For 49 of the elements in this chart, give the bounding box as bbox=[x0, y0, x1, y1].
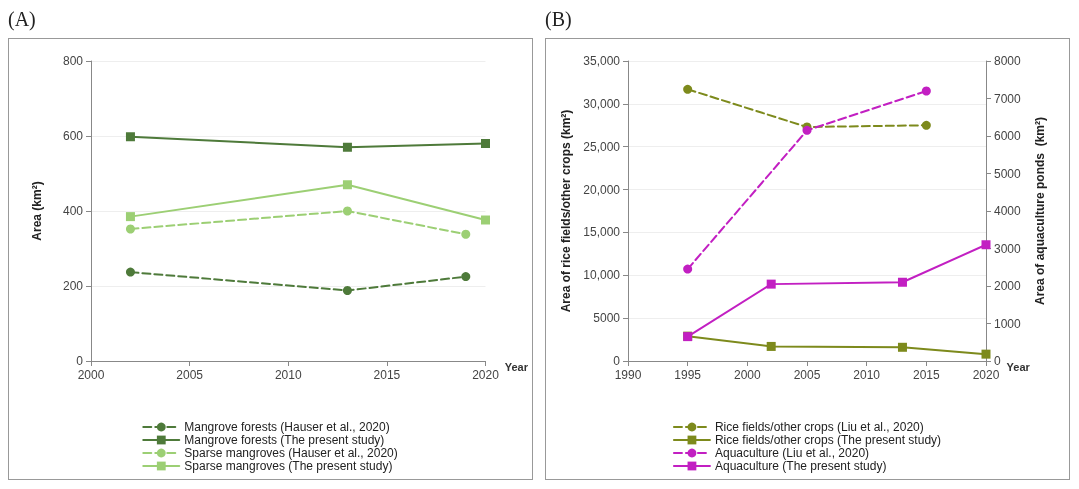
x-tick-label: 1995 bbox=[674, 368, 702, 382]
x-tick-label: 2010 bbox=[853, 368, 881, 382]
x-tick-label: 2020 bbox=[472, 368, 500, 382]
x-axis-title: Year bbox=[1006, 360, 1031, 373]
legend-label: Mangrove forests (Hauser et al., 2020) bbox=[184, 420, 390, 434]
y-tick-label: 5000 bbox=[593, 311, 621, 326]
y-tick-label: 800 bbox=[62, 54, 84, 68]
y-tick-label: 0 bbox=[76, 354, 84, 368]
y-tick-label: 15,000 bbox=[583, 225, 621, 240]
y-axis-title: Area (km²) bbox=[30, 181, 44, 241]
y-tick-label: 0 bbox=[613, 354, 621, 368]
y2-axis-title: Area of aquaculture ponds (km²) bbox=[1033, 116, 1047, 306]
x-tick-label: 2000 bbox=[77, 368, 105, 382]
y2-tick-label: 0 bbox=[994, 354, 1001, 368]
x-tick-label: 1990 bbox=[614, 368, 642, 382]
y2-tick-label: 4000 bbox=[994, 204, 1022, 218]
y2-tick-label: 2000 bbox=[994, 279, 1022, 293]
y2-tick-label: 8000 bbox=[994, 54, 1022, 68]
x-tick-label: 2015 bbox=[373, 368, 401, 382]
chart-title: (A) bbox=[8, 8, 37, 33]
y-tick-label: 200 bbox=[62, 279, 84, 293]
legend-label: Sparse mangroves (The present study) bbox=[184, 459, 393, 473]
legend-label: Sparse mangroves (Hauser et al., 2020) bbox=[184, 446, 398, 460]
x-tick-label: 2010 bbox=[274, 368, 302, 382]
legend-label: Rice fields/other crops (Liu et al., 2020) bbox=[714, 420, 924, 434]
y-tick-label: 35,000 bbox=[583, 54, 621, 68]
legend-label: Rice fields/other crops (The present study) bbox=[714, 433, 942, 447]
legend-label: Aquaculture (Liu et al., 2020) bbox=[714, 446, 870, 460]
x-tick-label: 2015 bbox=[912, 368, 940, 382]
y-tick-label: 10,000 bbox=[583, 268, 621, 283]
y-axis-title: Area of rice fields/other crops (km²) bbox=[559, 109, 574, 313]
y-tick-label: 400 bbox=[62, 204, 84, 218]
x-tick-label: 2020 bbox=[972, 368, 1000, 382]
y2-tick-label: 5000 bbox=[994, 166, 1022, 181]
y-tick-label: 30,000 bbox=[583, 96, 621, 111]
y-tick-label: 600 bbox=[62, 129, 84, 143]
x-tick-label: 2005 bbox=[793, 368, 821, 382]
y2-tick-label: 1000 bbox=[994, 316, 1022, 331]
chart-title: (B) bbox=[545, 8, 573, 33]
y-tick-label: 20,000 bbox=[583, 182, 621, 197]
x-axis-title: Year bbox=[504, 360, 529, 373]
x-tick-label: 2000 bbox=[733, 368, 761, 382]
y2-tick-label: 3000 bbox=[994, 241, 1022, 256]
y2-tick-label: 6000 bbox=[994, 129, 1022, 143]
y2-tick-label: 7000 bbox=[994, 91, 1022, 106]
legend-label: Mangrove forests (The present study) bbox=[184, 433, 385, 447]
legend-label: Aquaculture (The present study) bbox=[714, 459, 887, 473]
y-tick-label: 25,000 bbox=[583, 139, 621, 154]
x-tick-label: 2005 bbox=[176, 368, 204, 382]
